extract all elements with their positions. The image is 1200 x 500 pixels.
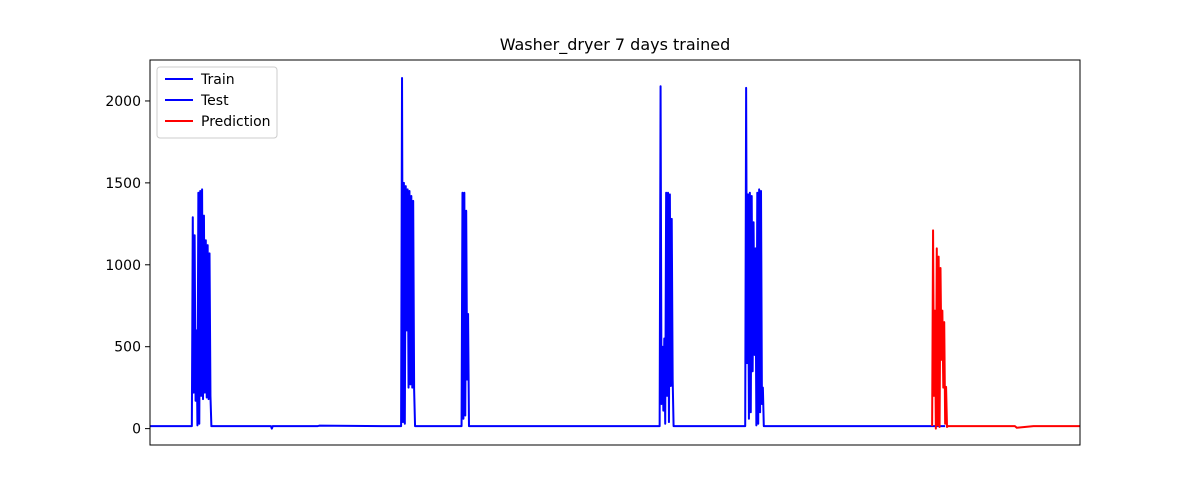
- series-line-prediction: [931, 229, 1080, 430]
- plot-frame: [149, 59, 1081, 446]
- y-tick-label: 500: [114, 340, 141, 356]
- y-tick-label: 2000: [105, 94, 141, 110]
- y-tick-label: 1500: [105, 176, 141, 192]
- legend: Train Test Prediction: [156, 66, 278, 139]
- series-line-train: [150, 77, 946, 430]
- series-layer: [150, 77, 1080, 430]
- legend-label-test: Test: [200, 93, 229, 109]
- legend-label-prediction: Prediction: [201, 114, 271, 130]
- chart-title: Washer_dryer 7 days trained: [500, 35, 731, 55]
- axes-layer: 0 500 1000 1500 2000: [105, 59, 1081, 446]
- y-tick-label: 0: [132, 422, 141, 438]
- y-tick-label: 1000: [105, 258, 141, 274]
- legend-label-train: Train: [200, 72, 235, 88]
